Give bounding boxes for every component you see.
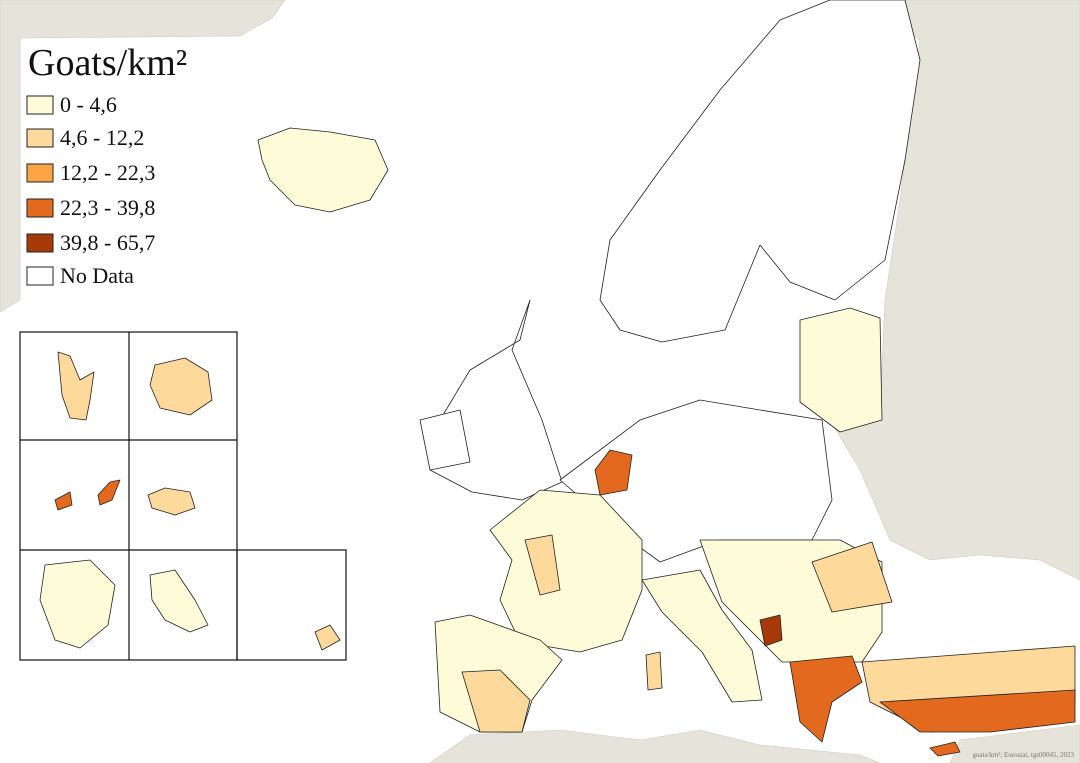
russia xyxy=(829,0,1080,581)
guadeloupe xyxy=(314,624,341,651)
baltics xyxy=(799,307,883,433)
inset-frame xyxy=(236,549,347,661)
turkey-south xyxy=(879,689,1076,733)
greenland xyxy=(0,0,286,313)
guiana xyxy=(39,559,116,649)
uk xyxy=(429,299,563,501)
legend-title: Goats/km² xyxy=(28,42,187,84)
canaries xyxy=(54,491,73,511)
iberia-south xyxy=(461,669,531,733)
legend-swatch xyxy=(26,163,54,183)
romania xyxy=(811,541,893,613)
mayotte xyxy=(57,351,95,421)
france-west xyxy=(524,534,561,596)
middle-east xyxy=(949,724,1080,763)
greece xyxy=(789,655,863,743)
legend-label: 39,8 - 65,7 xyxy=(60,230,155,255)
legend-label: 0 - 4,6 xyxy=(60,92,117,117)
netherlands xyxy=(594,449,633,496)
madeira xyxy=(147,487,196,516)
italy xyxy=(641,569,763,703)
reunion xyxy=(149,357,213,416)
legend-label: 22,3 - 39,8 xyxy=(60,195,155,220)
central-europe xyxy=(559,399,833,563)
legend-swatch xyxy=(26,95,54,115)
legend-swatch xyxy=(26,128,54,148)
source: goats/km²; Eurostat, tgs00045, 2023 xyxy=(973,751,1075,759)
france xyxy=(489,489,643,653)
legend: 0 - 4,6 4,6 - 12,2 12,2 - 22,3 22,3 - 39,8 3… xyxy=(26,92,155,288)
montenegro xyxy=(759,614,783,647)
legend-label: No Data xyxy=(60,263,134,288)
legend-swatch xyxy=(26,266,54,286)
legend-swatch xyxy=(26,198,54,218)
legend-label: 4,6 - 12,2 xyxy=(60,125,144,150)
africa xyxy=(429,729,881,763)
canaries-east xyxy=(97,479,121,506)
cyprus xyxy=(929,741,961,757)
ireland xyxy=(419,409,471,471)
martinique xyxy=(149,569,209,633)
scandinavia xyxy=(599,0,921,343)
legend-label: 12,2 - 22,3 xyxy=(60,160,155,185)
legend-swatch xyxy=(26,233,54,253)
sardinia xyxy=(645,651,663,691)
iceland xyxy=(257,127,389,213)
